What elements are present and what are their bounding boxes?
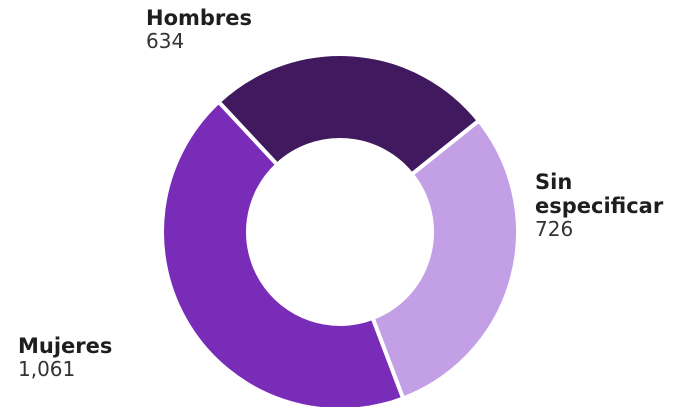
label-mujeres: Mujeres 1,061 [18, 334, 112, 381]
value-label-sin-especificar: 726 [535, 217, 574, 242]
value-label-mujeres: 1,061 [18, 357, 76, 382]
category-label-sin-especificar-line2: especificar [535, 194, 664, 219]
category-label-mujeres: Mujeres [18, 334, 113, 358]
slice-mujeres [160, 98, 406, 407]
slice-sin-especificar [370, 117, 520, 402]
label-hombres: Hombres 634 [146, 6, 252, 53]
label-sin-especificar: Sin especificar 726 [535, 170, 663, 241]
category-label-hombres: Hombres [146, 6, 253, 30]
value-label-hombres: 634 [146, 29, 185, 54]
category-label-sin-especificar-line1: Sin [535, 170, 573, 194]
slice-hombres [215, 52, 482, 178]
